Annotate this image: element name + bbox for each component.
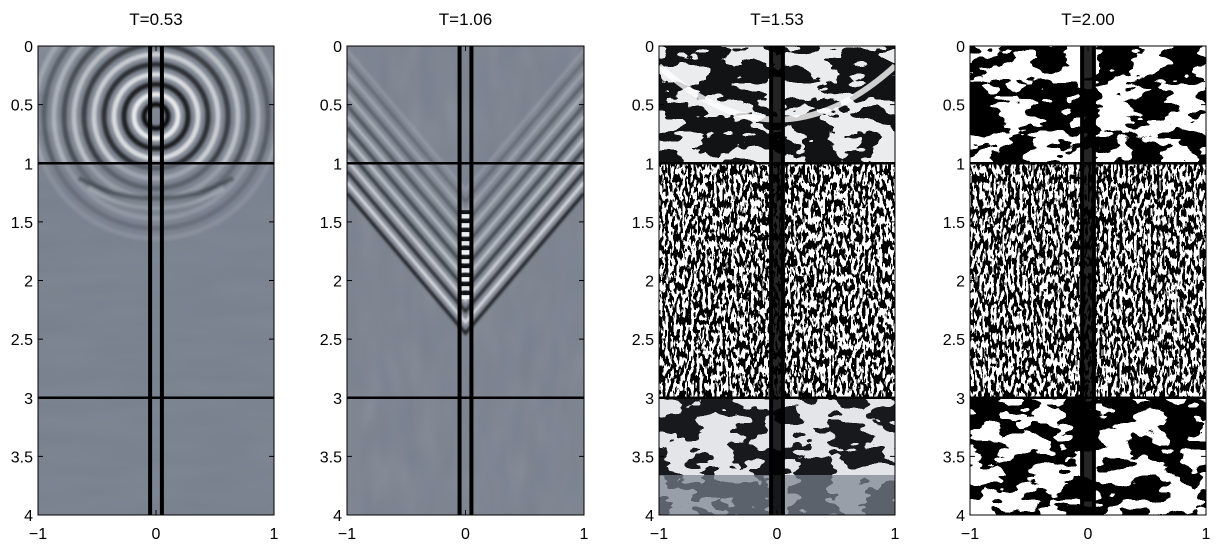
well-signal [459,255,472,260]
y-tick-label: 3.5 [11,449,33,466]
panel-2: T=1.06 0 0.5 1 1.5 2 2.5 3 3.5 4−1 0 1 [320,10,589,543]
well-signal [459,210,472,215]
panel-title: T=2.00 [1061,10,1114,29]
y-tick-label: 0 [645,39,654,56]
wavefront [347,60,584,204]
well-signal [459,250,472,255]
x-tick-label: −1 [650,526,668,543]
x-tick-label: 1 [891,526,900,543]
wavefront [347,49,584,193]
plot-area [659,46,895,515]
wavefront [347,104,584,248]
wavefront [347,159,584,303]
y-tick-label: 2 [645,274,654,291]
well-signal [459,295,472,300]
x-tick-label: 1 [1202,526,1211,543]
panel-title: T=1.06 [439,10,492,29]
x-tick-label: 1 [580,526,589,543]
y-tick-label: 2.5 [632,332,654,349]
y-tick-label: 0 [24,39,33,56]
panel-3: T=1.53 0 0.5 1 1.5 2 2.5 3 3.5 4−1 0 1 [632,10,900,543]
well-signal [459,282,472,287]
deep-fade [38,163,274,515]
well-signal [459,241,472,246]
y-tick-label: 0 [333,39,342,56]
x-tick-label: 0 [773,526,782,543]
well-signal [459,264,472,269]
y-tick-label: 2 [24,274,33,291]
y-tick-label: 2.5 [943,332,965,349]
well-signal [459,232,472,237]
well-signal [459,214,472,219]
well-signal [459,228,472,233]
panel-title: T=0.53 [129,10,182,29]
well-signal [459,268,472,273]
wavefront-ring [141,101,171,131]
y-tick-label: 2 [333,274,342,291]
well-core [772,46,782,515]
y-tick-label: 3 [645,391,654,408]
y-tick-label: 2 [956,274,965,291]
y-tick-label: 1.5 [943,215,965,232]
wavefront [347,170,584,314]
well-signal [459,223,472,228]
wavefront-ring [131,91,181,141]
y-tick-label: 1 [24,156,33,173]
y-tick-label: 0.5 [320,98,342,115]
y-tick-label: 1 [956,156,965,173]
panel-4: T=2.00 0 0.5 1 1.5 2 2.5 3 3.5 4−1 0 1 [943,10,1211,543]
y-tick-label: 1 [645,156,654,173]
well-core [1083,46,1093,515]
y-tick-label: 4 [24,508,33,525]
well-signal [459,219,472,224]
x-tick-label: −1 [338,526,356,543]
y-tick-label: 1.5 [11,215,33,232]
y-tick-label: 2.5 [320,332,342,349]
wavefront [347,181,584,325]
y-tick-label: 3.5 [320,449,342,466]
x-tick-label: −1 [29,526,47,543]
well-signal [459,286,472,291]
well-signal [459,246,472,251]
panel-1: T=0.53 0 0.5 1 1.5 2 2.5 3 3.5 4−1 0 1 [11,10,279,543]
x-tick-label: 0 [461,526,470,543]
well-signal [459,277,472,282]
y-tick-label: 0 [956,39,965,56]
wavefront-ring [111,71,201,161]
panel-title: T=1.53 [750,10,803,29]
y-tick-label: 4 [956,508,965,525]
well-signal [459,273,472,278]
x-tick-label: −1 [961,526,979,543]
y-tick-label: 0.5 [11,98,33,115]
y-tick-label: 4 [333,508,342,525]
wavefront-ring [121,81,191,151]
well-signal [459,291,472,296]
y-tick-label: 3.5 [943,449,965,466]
well-signal [459,237,472,242]
y-tick-label: 4 [645,508,654,525]
y-tick-label: 3 [956,391,965,408]
y-tick-label: 3 [333,391,342,408]
y-tick-label: 0.5 [943,98,965,115]
plot-area [38,46,274,515]
y-tick-label: 0.5 [632,98,654,115]
plot-area [347,46,584,515]
well-signal [459,259,472,264]
y-tick-label: 1.5 [320,215,342,232]
y-tick-label: 2.5 [11,332,33,349]
x-tick-label: 0 [1084,526,1093,543]
x-tick-label: 0 [152,526,161,543]
wavefront [347,192,584,336]
x-tick-label: 1 [270,526,279,543]
y-tick-label: 1 [333,156,342,173]
y-tick-label: 3 [24,391,33,408]
plot-area [970,46,1206,515]
y-tick-label: 3.5 [632,449,654,466]
y-tick-label: 1.5 [632,215,654,232]
